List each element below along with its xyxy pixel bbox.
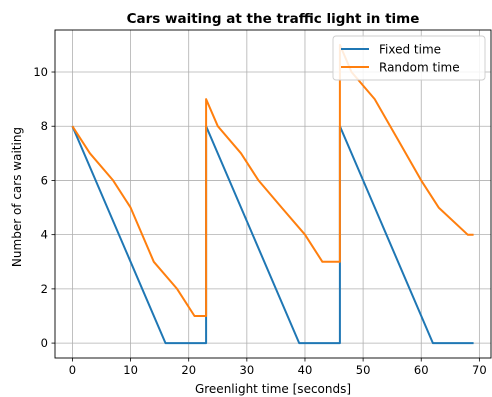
- x-tick-label: 0: [69, 363, 76, 377]
- chart-title: Cars waiting at the traffic light in tim…: [127, 11, 420, 27]
- x-tick-label: 60: [414, 363, 429, 377]
- y-tick-label: 8: [41, 119, 48, 133]
- y-tick-label: 10: [33, 65, 48, 79]
- axis-ticks: 0 10 20 30 40 50 60 70 0 2 4 6 8 10: [33, 65, 486, 377]
- legend-box: [332, 35, 486, 81]
- x-tick-label: 50: [356, 363, 371, 377]
- series-line-1: [71, 125, 474, 345]
- x-tick-label: 30: [240, 363, 255, 377]
- x-tick-label: 40: [298, 363, 313, 377]
- y-axis-label: Number of cars waiting: [10, 127, 24, 267]
- legend-label-2: Random time: [379, 61, 460, 75]
- plot-frame: [54, 29, 492, 359]
- x-axis-label: Greenlight time [seconds]: [195, 382, 351, 396]
- y-tick-label: 6: [41, 173, 48, 187]
- y-tick-label: 2: [41, 282, 48, 296]
- x-tick-label: 10: [123, 363, 138, 377]
- series-layer: [71, 43, 474, 345]
- grid: [55, 30, 491, 358]
- legend-label-1: Fixed time: [379, 43, 441, 57]
- x-tick-label: 70: [472, 363, 487, 377]
- y-tick-label: 4: [41, 228, 48, 242]
- y-tick-label: 0: [41, 336, 48, 350]
- series-line-2: [71, 43, 474, 317]
- x-tick-label: 20: [181, 363, 196, 377]
- legend: Fixed time Random time: [332, 35, 486, 81]
